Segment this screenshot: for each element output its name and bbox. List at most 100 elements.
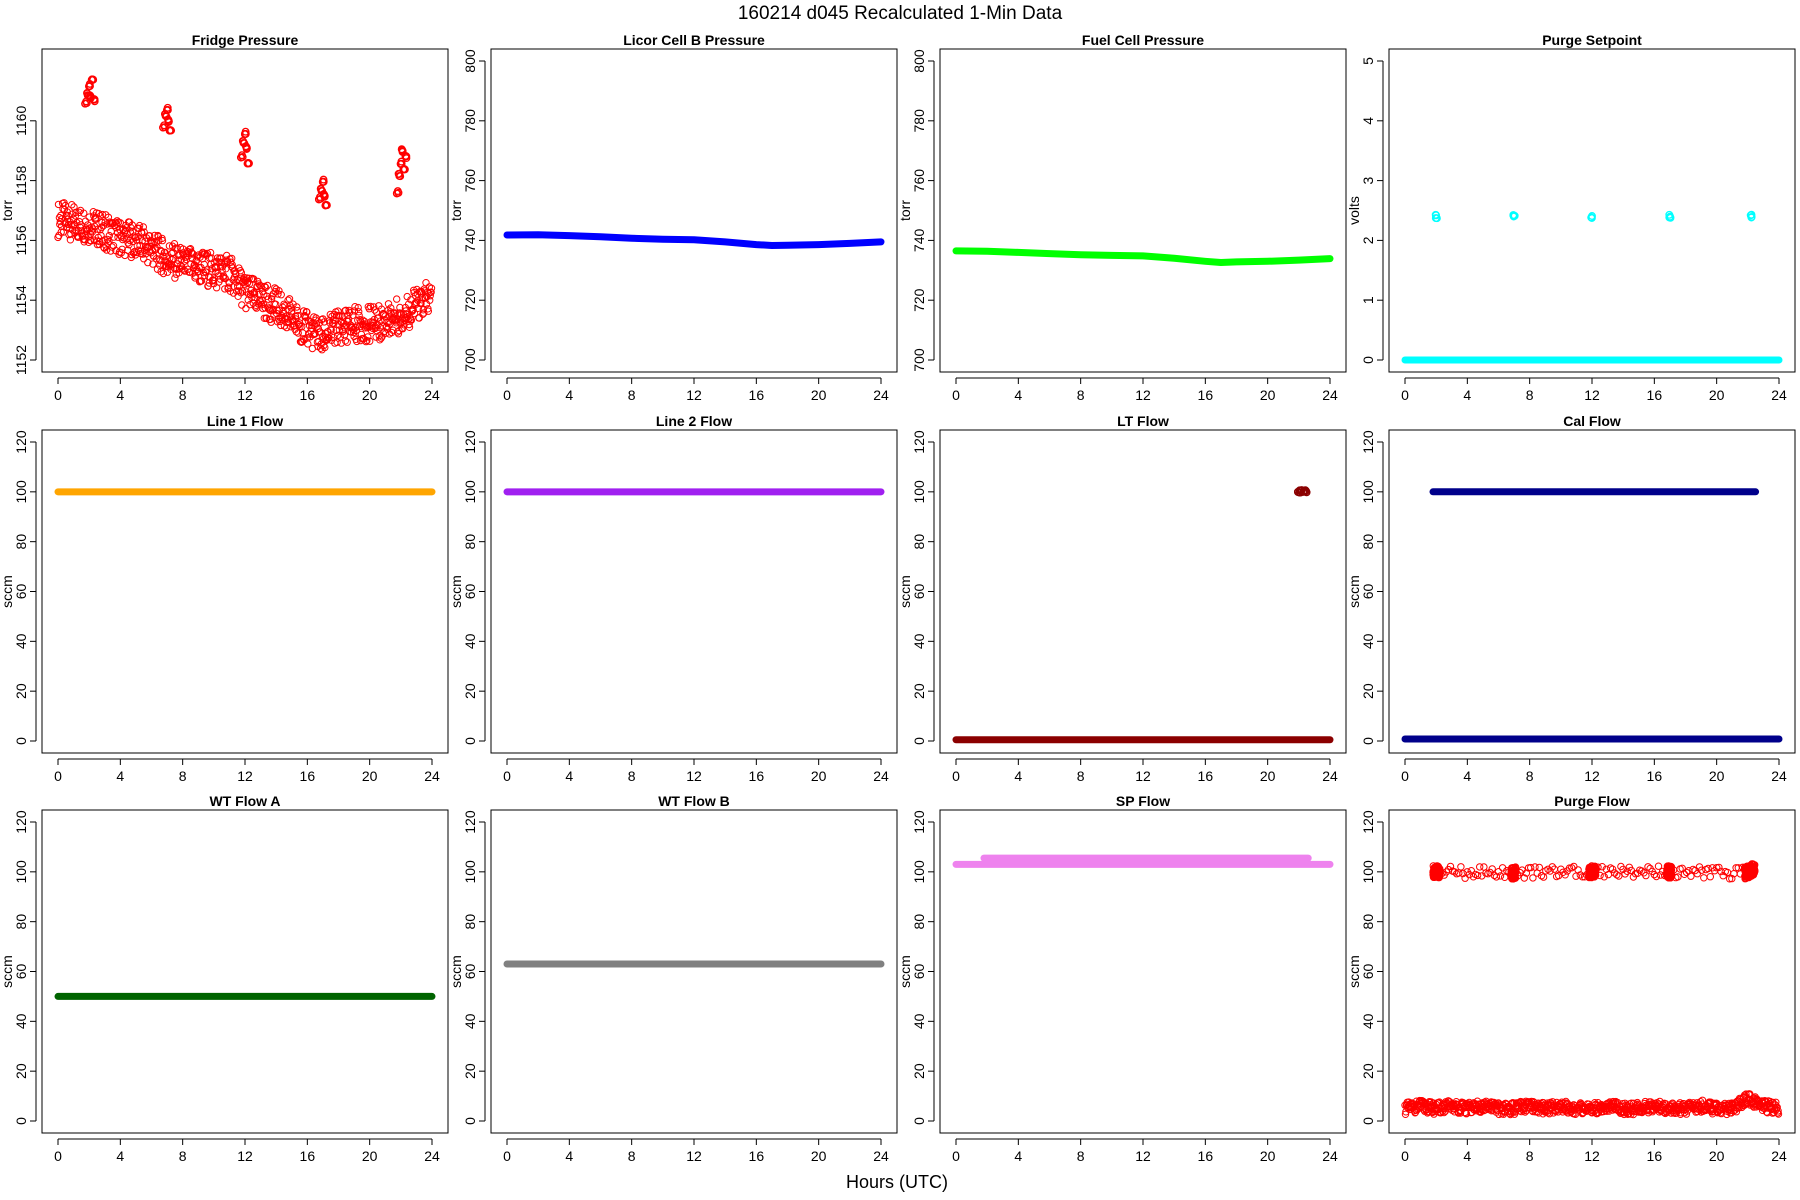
x-tick-label: 0 [952, 1148, 960, 1164]
panel-purge-flow: Purge Flow 0 4 8 12 16 20 24 0 20 40 60 80 100 120 sccm [1346, 793, 1796, 1164]
data-point [1619, 865, 1627, 874]
y-tick-label: 0 [911, 737, 927, 745]
y-tick-label: 20 [911, 683, 927, 699]
data-point [294, 311, 302, 320]
data-point [277, 291, 285, 299]
y-tick-label: 40 [911, 1013, 927, 1029]
data-point [234, 287, 243, 295]
data-point [1587, 214, 1596, 222]
y-tick-label: 120 [13, 430, 29, 454]
data-point [321, 343, 329, 352]
data-point [211, 262, 219, 271]
data-point [105, 237, 113, 246]
y-tick-label: 120 [911, 810, 927, 834]
x-tick-label: 8 [1077, 1148, 1085, 1164]
data-point [1774, 1110, 1783, 1118]
data-point [426, 296, 434, 304]
panel-title: WT Flow A [209, 793, 280, 809]
y-tick-label: 2 [1360, 236, 1376, 244]
data-point [149, 260, 157, 268]
data-point [228, 261, 236, 269]
panel-title: Licor Cell B Pressure [623, 32, 765, 48]
data-point [57, 211, 65, 220]
y-tick-label: 20 [13, 1063, 29, 1079]
data-point [1593, 1109, 1601, 1118]
data-point [257, 283, 265, 291]
y-tick-label: 80 [1360, 534, 1376, 550]
y-tick-label: 1 [1360, 296, 1376, 304]
y-axis-label: sccm [1346, 575, 1362, 608]
data-point [67, 230, 75, 238]
data-point [85, 82, 93, 91]
x-tick-label: 8 [1526, 768, 1534, 784]
data-point [1473, 1097, 1482, 1105]
y-tick-label: 40 [462, 1013, 478, 1029]
y-tick-label: 120 [13, 810, 29, 834]
plot-frame [490, 429, 898, 754]
x-tick-label: 20 [1709, 768, 1725, 784]
y-tick-label: 1160 [13, 106, 29, 136]
x-tick-label: 24 [424, 387, 440, 403]
x-tick-label: 12 [686, 1148, 702, 1164]
y-axis-label: torr [897, 200, 913, 221]
x-tick-label: 20 [1709, 387, 1725, 403]
x-tick-label: 4 [565, 1148, 573, 1164]
data-point [232, 270, 240, 278]
x-tick-label: 24 [873, 387, 889, 403]
y-axis-label: sccm [0, 955, 15, 988]
x-tick-label: 20 [362, 768, 378, 784]
data-point [133, 236, 141, 244]
data-point [159, 252, 167, 261]
data-point [1401, 1110, 1410, 1119]
data-point [340, 323, 348, 331]
data-point [1706, 873, 1715, 881]
y-tick-label: 740 [462, 229, 478, 253]
data-point [221, 274, 230, 283]
x-tick-label: 12 [1135, 768, 1151, 784]
x-tick-label: 0 [503, 768, 511, 784]
data-point [250, 290, 259, 298]
data-trace [503, 231, 885, 249]
y-tick-label: 60 [1360, 584, 1376, 600]
panel-sp-flow: SP Flow 0 4 8 12 16 20 24 0 20 40 60 80 100 120 sccm [897, 793, 1347, 1164]
data-point [1537, 872, 1546, 880]
data-point [1704, 864, 1712, 873]
data-point [1772, 1098, 1780, 1107]
y-tick-label: 100 [462, 480, 478, 504]
data-point [1521, 1108, 1529, 1116]
data-point [1559, 868, 1567, 876]
data-point [316, 328, 324, 336]
x-tick-label: 24 [1771, 1148, 1787, 1164]
data-point [397, 145, 406, 154]
data-point [303, 308, 311, 316]
data-point [166, 126, 175, 135]
data-layer [952, 854, 1334, 868]
x-tick-label: 16 [749, 387, 765, 403]
data-point [294, 329, 302, 337]
y-tick-label: 4 [1360, 117, 1376, 125]
panel-fridge-pressure: Fridge Pressure 0 4 8 12 16 20 24 1152 1154 1156 11… [0, 32, 449, 403]
x-tick-label: 0 [503, 387, 511, 403]
x-tick-label: 8 [1526, 1148, 1534, 1164]
data-layer [1401, 210, 1783, 364]
data-point [133, 242, 142, 250]
data-point [384, 300, 393, 308]
y-tick-label: 40 [13, 633, 29, 649]
y-tick-label: 60 [911, 964, 927, 980]
y-tick-label: 100 [911, 860, 927, 884]
y-tick-label: 1156 [13, 225, 29, 255]
data-point [161, 248, 169, 257]
data-point [1539, 1099, 1548, 1107]
panel-fuel-cell-pressure: Fuel Cell Pressure 0 4 8 12 16 20 24 700 720 740 76… [897, 32, 1347, 403]
data-point [1511, 863, 1520, 871]
y-tick-label: 20 [462, 683, 478, 699]
data-point [1494, 868, 1503, 876]
x-tick-label: 4 [1014, 1148, 1022, 1164]
data-point [274, 290, 282, 298]
data-point [1446, 862, 1455, 871]
data-point [361, 324, 369, 332]
x-tick-label: 12 [1135, 387, 1151, 403]
data-point [1697, 866, 1706, 874]
data-point [1746, 1090, 1754, 1098]
x-tick-label: 16 [300, 387, 316, 403]
